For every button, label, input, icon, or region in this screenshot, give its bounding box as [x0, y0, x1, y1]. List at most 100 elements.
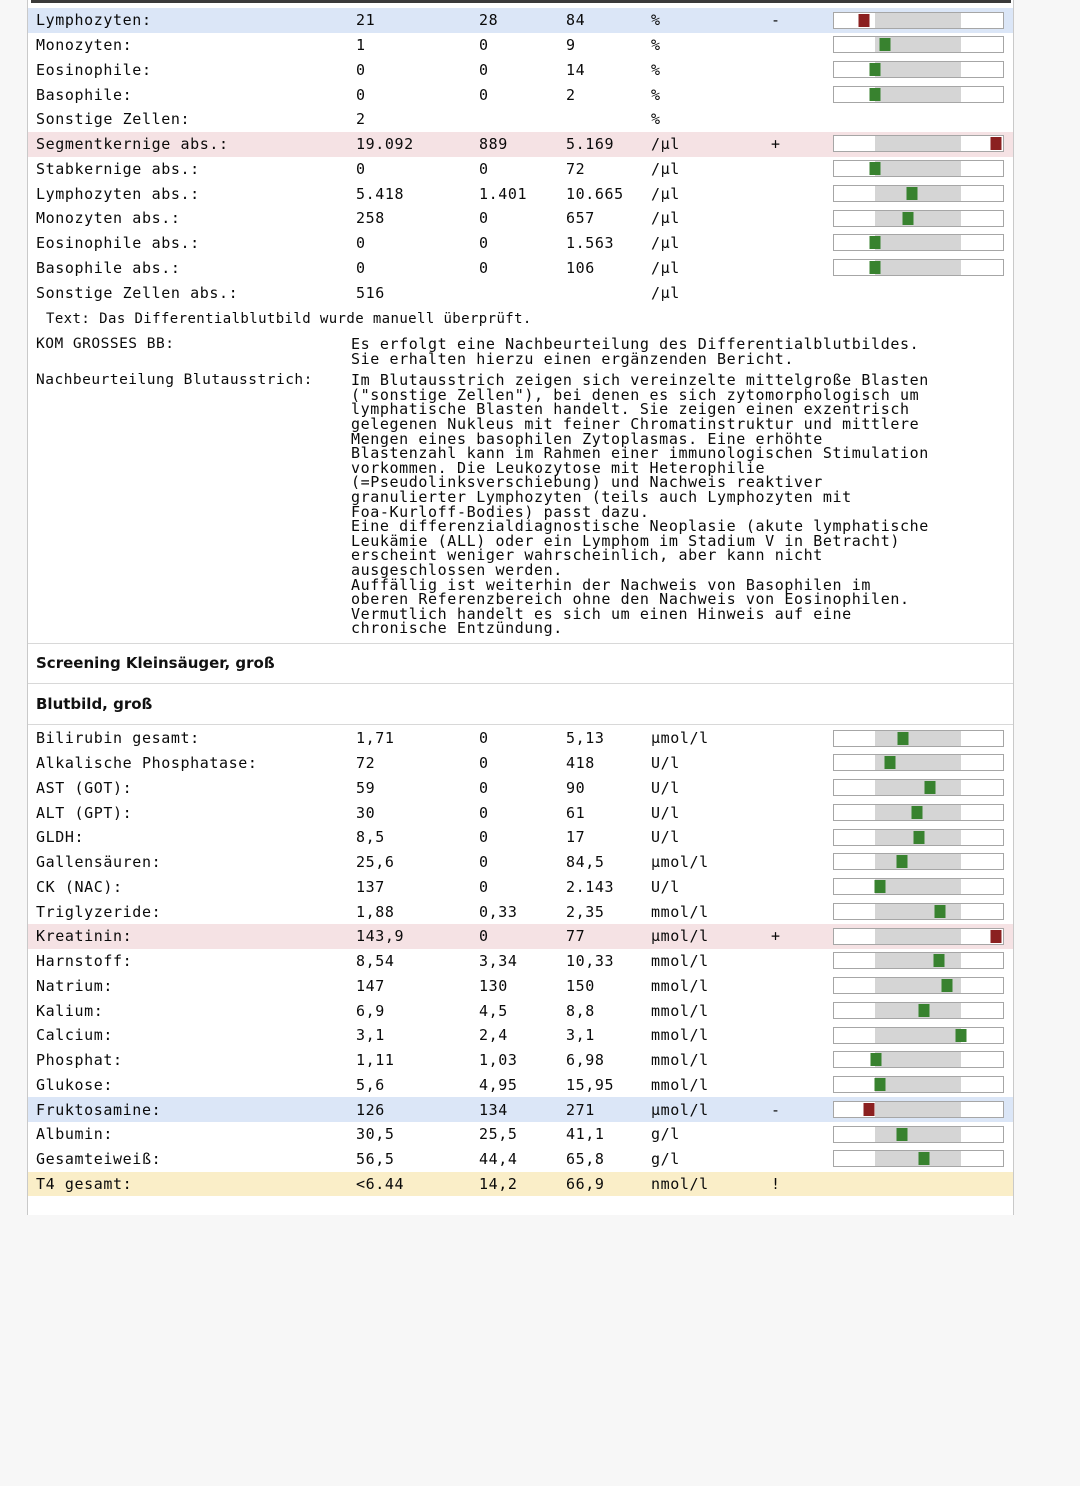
- comment-line: Blastenzahl kann im Rahmen einer immunol…: [351, 444, 929, 463]
- section-divider: [28, 724, 1013, 725]
- section-header-label: Screening Kleinsäuger, groß: [36, 654, 275, 672]
- value-marker: [955, 1028, 967, 1042]
- range-bar: [833, 209, 1004, 227]
- value-marker: [902, 211, 914, 225]
- reference-band: [874, 1077, 961, 1092]
- section-header-screening: Screening Kleinsäuger, groß: [36, 646, 1013, 680]
- unit-label: %: [651, 36, 661, 55]
- analyte-name: Kreatinin:: [36, 927, 133, 946]
- ref-range-min: 1,03: [479, 1051, 518, 1070]
- range-bar: [833, 878, 1004, 895]
- reference-band: [874, 903, 961, 919]
- ref-range-max: 90: [566, 778, 586, 797]
- ref-range-max: 657: [566, 209, 595, 228]
- comment-text: Es erfolgt eine Nachbeurteilung des Diff…: [351, 337, 1013, 366]
- range-bar: [833, 1001, 1004, 1019]
- analyte-name: Monozyten:: [36, 36, 133, 55]
- range-bar: [833, 1100, 1004, 1118]
- range-bar: [833, 160, 1004, 177]
- value-marker: [941, 979, 953, 992]
- flag-indicator: +: [771, 135, 781, 154]
- ref-range-min: 4,95: [479, 1075, 518, 1094]
- value-marker: [870, 1053, 882, 1067]
- reference-band: [874, 1151, 961, 1167]
- reference-band: [874, 1002, 961, 1018]
- ref-range-max: 66,9: [566, 1174, 605, 1193]
- result-value: 258: [356, 209, 385, 228]
- result-value: <6.44: [356, 1174, 405, 1193]
- ref-range-min: 0: [479, 234, 489, 253]
- unit-label: mmol/l: [651, 976, 709, 995]
- value-marker: [879, 38, 891, 52]
- lab-result-row: Gesamteiweiß: 56,5 44,4 65,8 g/l: [28, 1147, 1013, 1172]
- unit-label: g/l: [651, 1125, 680, 1144]
- range-bar: [833, 1051, 1004, 1069]
- analyte-name: Harnstoff:: [36, 952, 133, 971]
- unit-label: U/l: [651, 828, 680, 847]
- range-bar: [833, 853, 1004, 871]
- unit-label: mmol/l: [651, 1051, 709, 1070]
- comment-line: Sie erhalten hierzu einen ergänzenden Be…: [351, 349, 795, 368]
- result-value: 56,5: [356, 1150, 395, 1169]
- unit-label: mmol/l: [651, 1026, 709, 1045]
- result-value: 30,5: [356, 1125, 395, 1144]
- analyte-name: Kalium:: [36, 1001, 104, 1020]
- reference-band: [874, 136, 961, 152]
- result-value: 21: [356, 11, 376, 30]
- ref-range-min: 14,2: [479, 1174, 518, 1193]
- lab-result-row: Harnstoff: 8,54 3,34 10,33 mmol/l: [28, 949, 1013, 974]
- lab-result-row: Gallensäuren: 25,6 0 84,5 µmol/l: [28, 850, 1013, 875]
- unit-label: /µl: [651, 135, 680, 154]
- result-value: 5.418: [356, 184, 405, 203]
- ref-range-max: 5.169: [566, 135, 615, 154]
- ref-range-max: 10.665: [566, 184, 624, 203]
- lab-result-row: Stabkernige abs.: 0 0 72/µl: [28, 157, 1013, 182]
- range-bar: [833, 828, 1004, 846]
- range-bar: [833, 184, 1004, 202]
- ref-range-min: 0,33: [479, 902, 518, 921]
- flag-indicator: +: [771, 927, 781, 946]
- analyte-name: Gallensäuren:: [36, 853, 162, 872]
- result-value: 59: [356, 778, 376, 797]
- value-marker: [911, 805, 923, 819]
- flag-indicator: -: [771, 11, 781, 30]
- range-bar: [833, 85, 1004, 103]
- comment-line: lymphatische Blasten handelt. Sie zeigen…: [351, 400, 910, 419]
- comment-line: Im Blutausstrich zeigen sich vereinzelte…: [351, 371, 929, 390]
- unit-label: %: [651, 60, 661, 79]
- reference-band: [874, 260, 961, 275]
- result-value: 0: [356, 258, 366, 277]
- ref-range-min: 1.401: [479, 184, 528, 203]
- result-value: 1: [356, 36, 366, 55]
- manual-check-note: Text: Das Differentialblutbild wurde manu…: [46, 311, 532, 327]
- reference-band: [874, 185, 961, 201]
- lab-result-row: Calcium: 3,1 2,4 3,1 mmol/l: [28, 1023, 1013, 1048]
- value-marker: [874, 880, 886, 893]
- differential-blood-count-rows: Lymphozyten: 21 28 84% - Monozyten: 1 0 9% Eosino…: [28, 8, 1013, 305]
- ref-range-max: 150: [566, 976, 595, 995]
- comment-line: oberen Referenzbereich ohne den Nachweis…: [351, 590, 910, 609]
- ref-range-min: 3,34: [479, 952, 518, 971]
- unit-label: mmol/l: [651, 952, 709, 971]
- ref-range-min: 28: [479, 11, 499, 30]
- lab-result-row: Lymphozyten abs.: 5.418 1.401 10.665/µl: [28, 181, 1013, 206]
- result-value: 6,9: [356, 1001, 385, 1020]
- unit-label: mmol/l: [651, 1001, 709, 1020]
- unit-label: /µl: [651, 234, 680, 253]
- ref-range-max: 61: [566, 803, 586, 822]
- analyte-name: Monozyten abs.:: [36, 209, 181, 228]
- result-value: 516: [356, 283, 385, 302]
- unit-label: /µl: [651, 283, 680, 302]
- section-divider: [28, 683, 1013, 684]
- ref-range-max: 418: [566, 754, 595, 773]
- ref-range-max: 2: [566, 85, 576, 104]
- value-marker: [924, 781, 936, 794]
- ref-range-max: 6,98: [566, 1051, 605, 1070]
- analyte-name: Fruktosamine:: [36, 1100, 162, 1119]
- result-value: 137: [356, 877, 385, 896]
- range-bar: [833, 1150, 1004, 1168]
- analyte-name: Sonstige Zellen abs.:: [36, 283, 239, 302]
- reference-band: [874, 780, 961, 795]
- reference-band: [874, 1126, 961, 1142]
- comment-line: erscheint weniger wahrscheinlich, aber k…: [351, 546, 823, 565]
